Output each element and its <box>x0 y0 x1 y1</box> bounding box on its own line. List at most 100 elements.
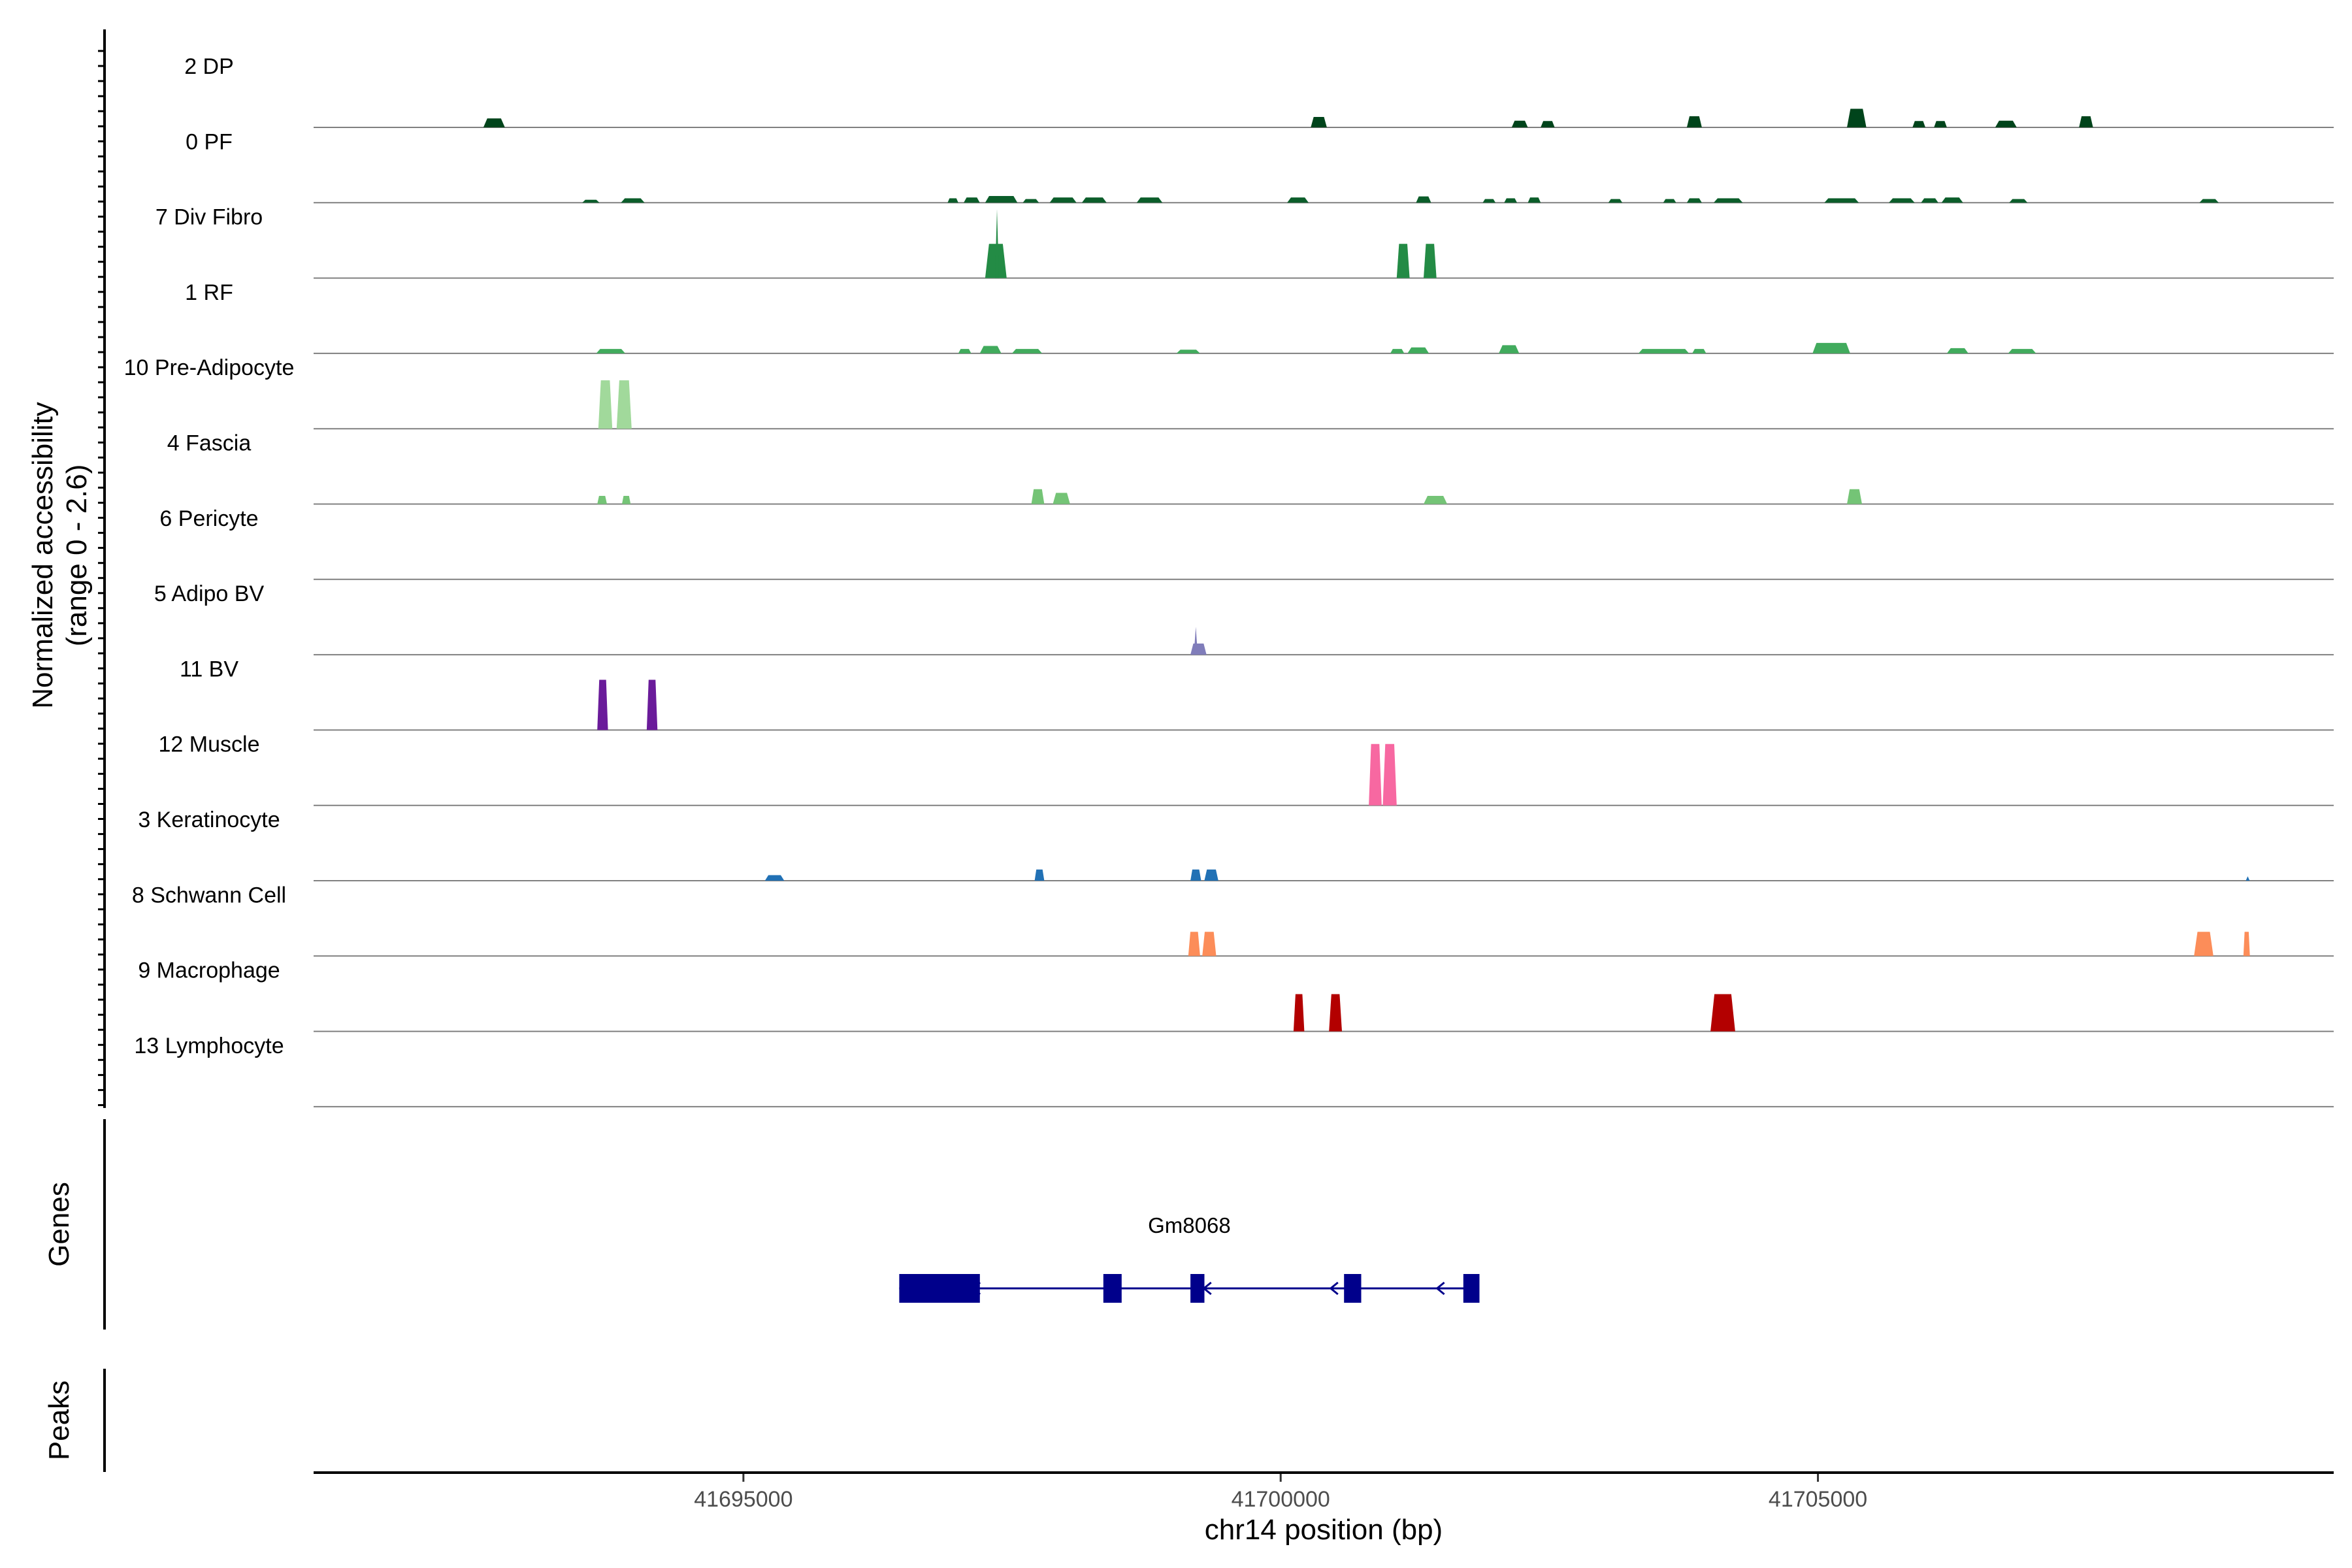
track-8: 5 Adipo BV <box>154 581 2334 656</box>
coverage-peak <box>764 875 785 881</box>
track-4: 1 RF <box>185 280 2334 354</box>
coverage-peak <box>1382 743 1397 806</box>
coverage-peak <box>1812 342 1850 353</box>
coverage-peak <box>1204 869 1218 881</box>
coverage-peak <box>1407 347 1429 353</box>
coverage-peak <box>1311 117 1327 127</box>
track-13: 9 Macrophage <box>138 958 2334 1032</box>
track-12: 8 Schwann Cell <box>132 883 2334 957</box>
track-10: 12 Muscle <box>159 732 2334 806</box>
coverage-peak <box>1012 349 1043 353</box>
coverage-peak <box>1934 121 1947 127</box>
y-axis-title-line2: (range 0 - 2.6) <box>61 465 93 647</box>
coverage-spike <box>2246 876 2250 881</box>
coverage-peak <box>597 679 608 730</box>
coverage-spike <box>995 209 999 278</box>
coverage-peak <box>1031 489 1045 504</box>
gene-exon <box>1190 1274 1205 1303</box>
coverage-peak <box>1022 199 1039 203</box>
coverage-peak <box>1541 121 1555 127</box>
coverage-peak <box>1847 108 1867 127</box>
coverage-peak <box>616 380 632 429</box>
coverage-spike <box>1194 627 1198 655</box>
gene-exon <box>1103 1274 1122 1303</box>
coverage-peak <box>947 198 958 203</box>
track-7: 6 Pericyte <box>159 506 2334 580</box>
track-6: 4 Fascia <box>167 431 2334 505</box>
track-11: 3 Keratinocyte <box>138 808 2334 881</box>
coverage-peak <box>1329 994 1342 1032</box>
coverage-peak <box>1527 197 1541 203</box>
coverage-peak <box>985 196 1018 203</box>
coverage-peak <box>1499 345 1520 353</box>
coverage-peak <box>1686 198 1702 203</box>
coverage-peak <box>2009 199 2028 203</box>
gene-utr-exon <box>899 1274 980 1303</box>
coverage-peak <box>1136 197 1163 203</box>
coverage-peak <box>1396 244 1410 278</box>
peaks-panel-title: Peaks <box>43 1380 75 1460</box>
coverage-peak <box>2079 116 2093 127</box>
coverage-peak <box>1847 489 1862 504</box>
y-axis-title-line1: Normalized accessibility <box>27 402 59 708</box>
track-label: 13 Lymphocyte <box>134 1034 284 1058</box>
coverage-peak <box>1049 197 1077 203</box>
track-label: 8 Schwann Cell <box>132 883 286 907</box>
genes-panel-title: Genes <box>43 1182 75 1267</box>
coverage-peak <box>958 349 972 353</box>
coverage-tracks: 2 DP 0 PF 7 Div Fibro 1 RF 10 Pre-Adipocyte 4… <box>124 54 2334 1107</box>
track-9: 11 BV <box>180 657 2334 731</box>
coverage-peak <box>1176 350 1200 353</box>
coverage-peak <box>646 679 658 730</box>
strand-arrow <box>1435 1281 1445 1296</box>
coverage-peak <box>582 199 600 203</box>
coverage-peak <box>2199 199 2219 203</box>
track-label: 11 BV <box>180 657 238 681</box>
track-label: 9 Macrophage <box>138 958 280 983</box>
x-axis-title: chr14 position (bp) <box>1205 1514 1443 1546</box>
strand-arrow <box>971 1281 981 1296</box>
track-5: 10 Pre-Adipocyte <box>124 355 2334 430</box>
coverage-peak <box>1946 348 1968 353</box>
coverage-peak <box>1824 198 1859 203</box>
track-3: 7 Div Fibro <box>155 205 2334 279</box>
gene-exon <box>1344 1274 1362 1303</box>
track-label: 5 Adipo BV <box>154 581 265 606</box>
coverage-peak <box>1638 349 1690 353</box>
coverage-peak <box>1081 197 1107 203</box>
coverage-peak <box>1663 199 1676 203</box>
track-label: 2 DP <box>184 54 234 79</box>
strand-arrow <box>1202 1281 1212 1296</box>
coverage-peak <box>483 118 505 127</box>
track-label: 4 Fascia <box>167 431 252 456</box>
coverage-peak <box>2194 932 2213 956</box>
coverage-peak <box>1190 644 1207 655</box>
track-1: 2 DP <box>184 54 2334 128</box>
coverage-peak <box>1504 198 1517 203</box>
coverage-peak <box>1692 349 1707 353</box>
coverage-peak <box>1053 493 1070 504</box>
coverage-peak <box>1912 121 1925 127</box>
x-tick-label: 41700000 <box>1232 1487 1330 1512</box>
coverage-peak <box>597 496 607 504</box>
track-label: 6 Pericyte <box>159 506 258 531</box>
coverage-peak <box>1287 197 1309 203</box>
coverage-y-axis <box>98 29 106 1108</box>
coverage-peak <box>1034 869 1045 881</box>
track-label: 7 Div Fibro <box>155 205 263 230</box>
coverage-peak <box>1390 349 1405 353</box>
coverage-peak <box>1511 120 1528 127</box>
gene-name-label: Gm8068 <box>1148 1213 1231 1237</box>
coverage-peak <box>1941 197 1963 203</box>
coverage-peak <box>622 496 631 504</box>
gene-model-gm8068 <box>899 1274 1480 1303</box>
coverage-peak <box>598 380 613 429</box>
coverage-peak <box>1424 244 1437 278</box>
track-label: 3 Keratinocyte <box>138 808 280 832</box>
x-tick-label: 41695000 <box>694 1487 792 1512</box>
coverage-peak <box>1608 199 1623 203</box>
coverage-peak <box>1293 994 1305 1032</box>
coverage-peak <box>1190 869 1201 881</box>
coverage-peak <box>1202 932 1217 956</box>
